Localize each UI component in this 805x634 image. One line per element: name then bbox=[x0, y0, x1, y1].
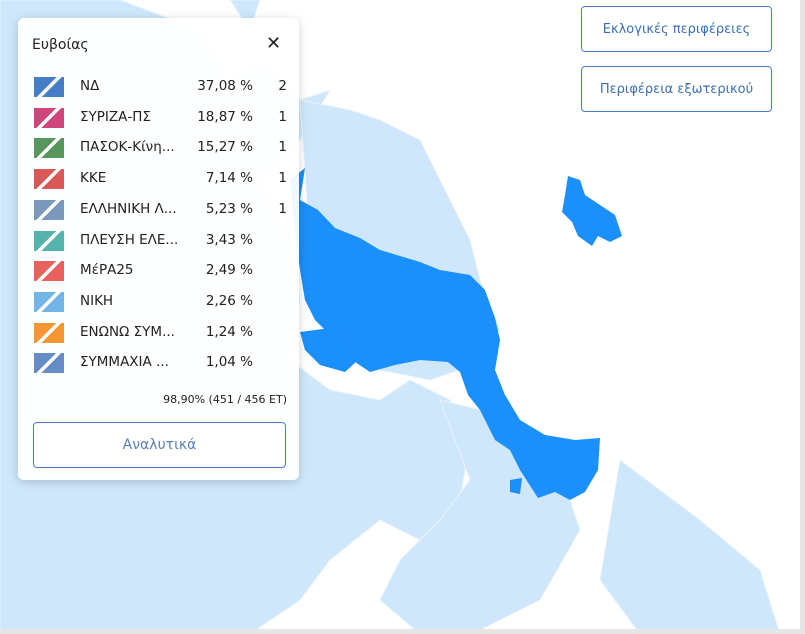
party-logo bbox=[34, 291, 64, 312]
districts-button[interactable]: Εκλογικές περιφέρειες bbox=[581, 6, 772, 52]
party-row: ΕΛΛΗΝΙΚΗ Λ... 5,23 % 1 bbox=[18, 198, 299, 222]
party-name: ΜέΡΑ25 bbox=[80, 262, 134, 279]
party-seats: 2 bbox=[278, 78, 287, 94]
party-seats: 1 bbox=[278, 139, 287, 156]
party-percent: 18,87 % bbox=[197, 108, 253, 125]
party-logo bbox=[34, 199, 64, 220]
skyros bbox=[562, 176, 622, 246]
party-logo bbox=[34, 169, 64, 190]
party-logo bbox=[34, 322, 64, 343]
abroad-button[interactable]: Περιφέρεια εξωτερικού bbox=[581, 66, 772, 112]
party-logo bbox=[34, 77, 64, 97]
party-seats: 1 bbox=[278, 200, 287, 217]
party-name: ΕΝΩΝΩ ΣΥΜ... bbox=[80, 323, 175, 340]
party-name: ΕΛΛΗΝΙΚΗ Λ... bbox=[80, 200, 177, 217]
party-seats: 1 bbox=[278, 170, 287, 187]
party-row: ΠΛΕΥΣΗ ΕΛΕ... 3,43 % bbox=[18, 229, 299, 253]
details-button[interactable]: Αναλυτικά bbox=[33, 422, 286, 468]
scrollbar bbox=[800, 0, 805, 634]
party-name: ΝΔ bbox=[80, 78, 100, 94]
party-percent: 5,23 % bbox=[205, 200, 253, 217]
results-panel: Ευβοίας ✕ ΝΔ 37,08 % 2 ΣΥΡΙΖΑ-ΠΣ 18,87 % 1 ΠΑΣ… bbox=[18, 18, 299, 480]
party-name: ΣΥΜΜΑΧΙΑ ... bbox=[80, 354, 169, 371]
party-name: ΝΙΚΗ bbox=[80, 292, 114, 309]
party-row: ΣΥΜΜΑΧΙΑ ... 1,04 % bbox=[18, 351, 299, 375]
evia bbox=[290, 168, 600, 500]
close-button[interactable]: ✕ bbox=[266, 33, 282, 54]
party-seats: 1 bbox=[278, 108, 287, 125]
party-logo bbox=[34, 353, 64, 374]
islands bbox=[599, 459, 781, 634]
party-name: ΣΥΡΙΖΑ-ΠΣ bbox=[80, 108, 151, 125]
party-name: ΠΛΕΥΣΗ ΕΛΕ... bbox=[80, 231, 179, 248]
evia-west bbox=[300, 328, 358, 372]
selected-region bbox=[290, 168, 622, 500]
party-row: ΣΥΡΙΖΑ-ΠΣ 18,87 % 1 bbox=[18, 106, 299, 130]
party-percent: 1,04 % bbox=[205, 354, 253, 371]
party-percent: 1,24 % bbox=[205, 323, 253, 340]
counted-text: 98,90% (451 / 456 ET) bbox=[163, 393, 287, 406]
panel-title: Ευβοίας bbox=[32, 37, 89, 53]
party-row: ΜέΡΑ25 2,49 % bbox=[18, 259, 299, 283]
party-row: ΝΙΚΗ 2,26 % bbox=[18, 290, 299, 314]
scrollbar bbox=[0, 629, 805, 634]
party-row: ΝΔ 37,08 % 2 bbox=[18, 75, 299, 99]
party-row: ΠΑΣΟΚ-Κίνη... 15,27 % 1 bbox=[18, 136, 299, 160]
party-name: ΚΚΕ bbox=[80, 170, 107, 187]
party-logo bbox=[34, 261, 64, 282]
party-percent: 2,49 % bbox=[205, 262, 253, 279]
party-percent: 37,08 % bbox=[197, 78, 253, 94]
party-row: ΚΚΕ 7,14 % 1 bbox=[18, 167, 299, 191]
party-logo bbox=[34, 230, 64, 251]
party-name: ΠΑΣΟΚ-Κίνη... bbox=[80, 139, 175, 156]
party-percent: 15,27 % bbox=[197, 139, 253, 156]
party-logo bbox=[34, 138, 64, 159]
party-percent: 2,26 % bbox=[205, 292, 253, 309]
party-percent: 3,43 % bbox=[205, 231, 253, 248]
party-percent: 7,14 % bbox=[205, 170, 253, 187]
islet bbox=[510, 478, 522, 494]
party-row: ΕΝΩΝΩ ΣΥΜ... 1,24 % bbox=[18, 321, 299, 345]
party-logo bbox=[34, 107, 64, 128]
